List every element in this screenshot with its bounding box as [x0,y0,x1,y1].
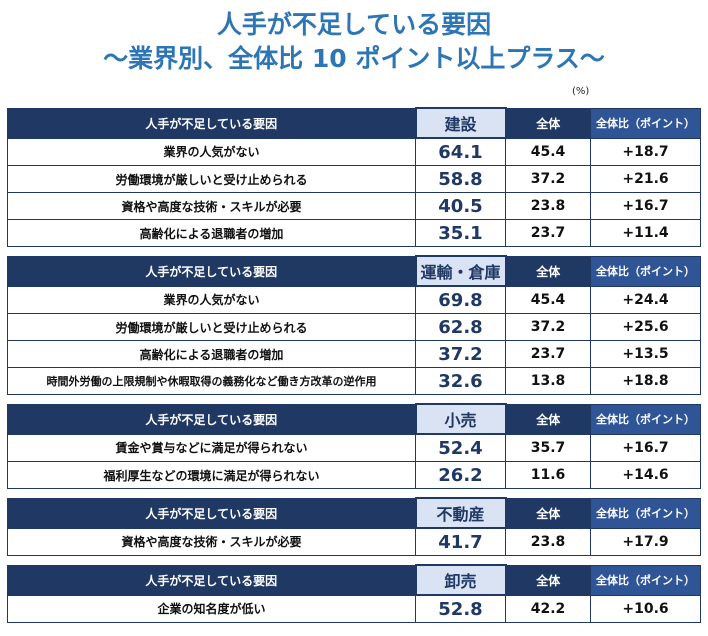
diff-value-cell: +24.4 [590,285,701,314]
header-diff: 全体比（ポイント） [590,564,701,596]
table-row: 時間外労働の上限規制や休暇取得の義務化など働き方改革の逆作用 32.6 13.8 +1… [7,367,701,395]
overall-value-cell: 23.8 [505,192,591,220]
factor-cell: 時間外労働の上限規制や休暇取得の義務化など働き方改革の逆作用 [7,367,416,395]
diff-value-cell: +10.6 [590,594,701,623]
diff-value-cell: +16.7 [590,433,701,462]
table-row: 賃金や賞与などに満足が得られない 52.4 35.7 +16.7 [7,433,701,462]
factor-cell: 労働環境が厳しいと受け止められる [7,165,416,193]
overall-value-cell: 23.7 [505,219,591,247]
header-industry: 建設 [414,107,507,139]
table-row: 業界の人気がない 69.8 45.4 +24.4 [7,285,701,314]
table-row: 福利厚生などの環境に満足が得られない 26.2 11.6 +14.6 [7,461,701,489]
industry-table: 人手が不足している要因 不動産 全体 全体比（ポイント） 資格や高度な技術・スキルが必要… [7,497,701,556]
header-industry: 不動産 [414,497,507,529]
diff-value-cell: +11.4 [590,219,701,247]
table-row: 資格や高度な技術・スキルが必要 41.7 23.8 +17.9 [7,527,701,556]
industry-value-cell: 69.8 [415,285,506,314]
table-header-row: 人手が不足している要因 卸売 全体 全体比（ポイント） [7,564,701,596]
industry-table: 人手が不足している要因 小売 全体 全体比（ポイント） 賃金や賞与などに満足が得られない… [7,403,701,489]
header-diff: 全体比（ポイント） [590,107,701,139]
header-factor: 人手が不足している要因 [7,497,416,529]
unit-label: (%) [572,86,590,97]
table-header-row: 人手が不足している要因 運輸・倉庫 全体 全体比（ポイント） [7,255,701,287]
industry-table: 人手が不足している要因 建設 全体 全体比（ポイント） 業界の人気がない 64.1 45.4… [7,107,701,247]
header-diff: 全体比（ポイント） [590,403,701,435]
diff-value-cell: +25.6 [590,313,701,341]
overall-value-cell: 13.8 [505,367,591,395]
factor-cell: 高齢化による退職者の増加 [7,219,416,247]
diff-value-cell: +17.9 [590,527,701,556]
header-overall: 全体 [505,107,591,139]
overall-value-cell: 45.4 [505,285,591,314]
header-factor: 人手が不足している要因 [7,564,416,596]
factor-cell: 福利厚生などの環境に満足が得られない [7,461,416,489]
header-factor: 人手が不足している要因 [7,107,416,139]
factor-cell: 賃金や賞与などに満足が得られない [7,433,416,462]
industry-value-cell: 58.8 [415,165,506,193]
overall-value-cell: 11.6 [505,461,591,489]
overall-value-cell: 23.8 [505,527,591,556]
table-header-row: 人手が不足している要因 小売 全体 全体比（ポイント） [7,403,701,435]
industry-value-cell: 52.4 [415,433,506,462]
diff-value-cell: +21.6 [590,165,701,193]
industry-value-cell: 52.8 [415,594,506,623]
header-diff: 全体比（ポイント） [590,255,701,287]
factor-cell: 高齢化による退職者の増加 [7,340,416,368]
diff-value-cell: +18.7 [590,137,701,166]
factor-cell: 労働環境が厳しいと受け止められる [7,313,416,341]
table-row: 労働環境が厳しいと受け止められる 58.8 37.2 +21.6 [7,165,701,193]
header-industry: 小売 [414,403,507,435]
header-factor: 人手が不足している要因 [7,255,416,287]
page-subtitle: ～業界別、全体比 10 ポイント以上プラス～ [103,44,605,73]
header-diff: 全体比（ポイント） [590,497,701,529]
industry-value-cell: 35.1 [415,219,506,247]
diff-value-cell: +14.6 [590,461,701,489]
table-row: 高齢化による退職者の増加 35.1 23.7 +11.4 [7,219,701,247]
industry-value-cell: 64.1 [415,137,506,166]
table-row: 労働環境が厳しいと受け止められる 62.8 37.2 +25.6 [7,313,701,341]
industry-table: 人手が不足している要因 運輸・倉庫 全体 全体比（ポイント） 業界の人気がない 69.8 4… [7,255,701,395]
industry-value-cell: 37.2 [415,340,506,368]
industry-value-cell: 40.5 [415,192,506,220]
industry-value-cell: 41.7 [415,527,506,556]
overall-value-cell: 42.2 [505,594,591,623]
factor-cell: 業界の人気がない [7,137,416,166]
industry-value-cell: 26.2 [415,461,506,489]
industry-table: 人手が不足している要因 卸売 全体 全体比（ポイント） 企業の知名度が低い 52.8 42.… [7,564,701,623]
header-overall: 全体 [505,564,591,596]
diff-value-cell: +16.7 [590,192,701,220]
tables-container: 人手が不足している要因 建設 全体 全体比（ポイント） 業界の人気がない 64.1 45.4… [7,107,701,631]
header-overall: 全体 [505,497,591,529]
factor-cell: 企業の知名度が低い [7,594,416,623]
diff-value-cell: +18.8 [590,367,701,395]
header-industry: 卸売 [414,564,507,596]
header-overall: 全体 [505,403,591,435]
table-header-row: 人手が不足している要因 不動産 全体 全体比（ポイント） [7,497,701,529]
overall-value-cell: 35.7 [505,433,591,462]
header-factor: 人手が不足している要因 [7,403,416,435]
factor-cell: 資格や高度な技術・スキルが必要 [7,192,416,220]
overall-value-cell: 37.2 [505,165,591,193]
table-row: 企業の知名度が低い 52.8 42.2 +10.6 [7,594,701,623]
header-overall: 全体 [505,255,591,287]
overall-value-cell: 45.4 [505,137,591,166]
table-row: 業界の人気がない 64.1 45.4 +18.7 [7,137,701,166]
header-industry: 運輸・倉庫 [414,255,507,287]
page-title: 人手が不足している要因 [216,10,492,39]
industry-value-cell: 32.6 [415,367,506,395]
table-row: 高齢化による退職者の増加 37.2 23.7 +13.5 [7,340,701,368]
factor-cell: 資格や高度な技術・スキルが必要 [7,527,416,556]
overall-value-cell: 37.2 [505,313,591,341]
table-row: 資格や高度な技術・スキルが必要 40.5 23.8 +16.7 [7,192,701,220]
diff-value-cell: +13.5 [590,340,701,368]
overall-value-cell: 23.7 [505,340,591,368]
factor-cell: 業界の人気がない [7,285,416,314]
table-header-row: 人手が不足している要因 建設 全体 全体比（ポイント） [7,107,701,139]
industry-value-cell: 62.8 [415,313,506,341]
